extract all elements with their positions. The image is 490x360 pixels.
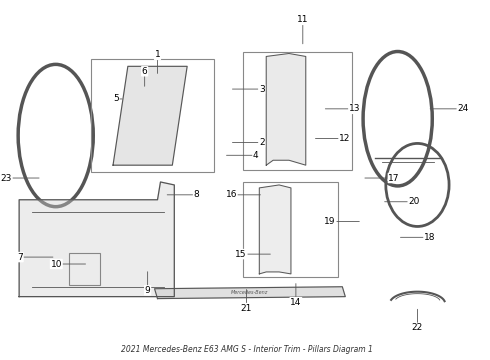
- Text: 12: 12: [339, 134, 350, 143]
- Text: 2: 2: [259, 138, 265, 147]
- Text: 2021 Mercedes-Benz E63 AMG S - Interior Trim - Pillars Diagram 1: 2021 Mercedes-Benz E63 AMG S - Interior …: [121, 346, 372, 355]
- Text: 5: 5: [113, 94, 119, 103]
- Text: 16: 16: [225, 190, 237, 199]
- Text: 24: 24: [457, 104, 468, 113]
- Text: Mercedes-Benz: Mercedes-Benz: [231, 290, 268, 295]
- Text: 22: 22: [412, 323, 423, 332]
- Text: 11: 11: [297, 15, 309, 24]
- Polygon shape: [266, 54, 306, 165]
- Text: 19: 19: [324, 217, 336, 226]
- Polygon shape: [259, 185, 291, 274]
- Text: 14: 14: [290, 298, 301, 307]
- Text: 18: 18: [424, 233, 436, 242]
- Polygon shape: [19, 182, 174, 297]
- Bar: [69, 253, 100, 285]
- Text: 1: 1: [155, 50, 160, 59]
- Bar: [244, 51, 352, 170]
- Text: 17: 17: [389, 174, 400, 183]
- Text: 10: 10: [50, 260, 62, 269]
- Text: 13: 13: [349, 104, 360, 113]
- Text: 20: 20: [408, 197, 419, 206]
- Bar: [244, 182, 339, 277]
- Text: 6: 6: [142, 67, 147, 76]
- Text: 21: 21: [241, 303, 252, 312]
- Polygon shape: [113, 66, 187, 165]
- Text: 8: 8: [194, 190, 199, 199]
- Text: 9: 9: [145, 286, 150, 295]
- Polygon shape: [154, 287, 345, 298]
- Text: 4: 4: [253, 151, 259, 160]
- Bar: [91, 59, 214, 172]
- Text: 15: 15: [235, 249, 247, 258]
- Text: 7: 7: [17, 253, 23, 262]
- Text: 3: 3: [259, 85, 265, 94]
- Text: 23: 23: [0, 174, 12, 183]
